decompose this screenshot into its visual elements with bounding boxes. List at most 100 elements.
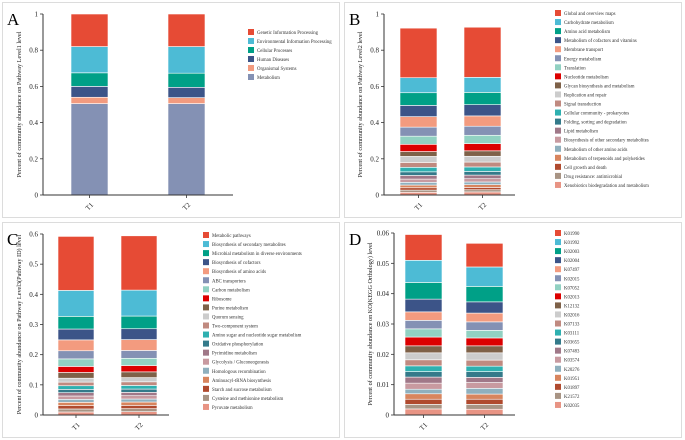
legend-label: Organismal Systems <box>257 67 297 72</box>
bar-segment-t1-0 <box>57 236 95 291</box>
legend-label: K07133 <box>564 323 580 328</box>
bar-segment-t2-0 <box>120 235 158 291</box>
y-tick-label: 0.6 <box>29 231 38 239</box>
legend-label: Starch and sucrose metabolism <box>212 388 272 393</box>
legend-swatch <box>203 232 209 238</box>
bar-segment-t2-2 <box>465 286 504 303</box>
bar-segment-t2-10 <box>463 161 502 168</box>
legend-swatch <box>555 320 561 327</box>
legend-label: Cysteine and methionine metabolism <box>212 397 284 402</box>
legend-label: Biosynthesis of amino acids <box>212 270 266 275</box>
legend-swatch <box>203 385 209 392</box>
legend-label: Metabolic pathways <box>212 234 251 239</box>
legend-swatch <box>555 163 561 170</box>
bar-segment-t2-12 <box>465 371 504 378</box>
legend-swatch <box>203 241 209 248</box>
legend-label: Carbon metabolism <box>212 288 250 293</box>
bar-segment-t2-1 <box>465 266 504 287</box>
panel-b-level2-chart: B T1 T2 0 0.2 0.4 0.6 0.8 1 Percent of community … <box>344 2 682 218</box>
y-tick-label: 0.4 <box>29 119 38 127</box>
bar-segment-t1-13 <box>57 392 95 397</box>
y-tick-label: 0 <box>386 412 390 420</box>
legend-swatch <box>203 322 209 329</box>
bar-segment-t1-13 <box>404 376 443 384</box>
bar-segment-t2-2 <box>463 92 502 105</box>
y-axis-label: Percent of community abundance on Pathwa… <box>16 31 23 177</box>
bar-segment-t2-14 <box>463 178 502 183</box>
legend-label: Metabolism of cofactors and vitamins <box>564 39 637 44</box>
bar-segment-t2-12 <box>120 388 158 393</box>
bar-segment-t1-12 <box>404 371 443 378</box>
legend-swatch <box>555 127 561 134</box>
legend-swatch <box>555 275 561 282</box>
legend-swatch <box>555 365 561 372</box>
bar-segment-t1-17 <box>57 405 95 410</box>
legend-label: Oxidative phosphorylation <box>212 343 264 348</box>
legend-swatch <box>555 181 561 188</box>
legend-swatch <box>203 295 209 302</box>
legend-label: Cell growth and death <box>564 166 607 171</box>
bar-segment-t2-16 <box>465 393 504 400</box>
legend-label: K02016 <box>564 313 580 318</box>
bar-segment-t1-4 <box>57 339 95 352</box>
legend-swatch <box>555 82 561 89</box>
legend-swatch <box>555 55 561 62</box>
bar-segment-t2-10 <box>465 359 504 367</box>
y-tick-label: 0.01 <box>377 381 390 389</box>
legend-label: K03655 <box>564 341 580 346</box>
bar-segment-t1-2 <box>57 316 95 330</box>
y-tick-label: 0.3 <box>29 321 38 329</box>
legend-swatch <box>203 268 209 275</box>
legend-label: ABC transporters <box>212 279 246 284</box>
y-tick-label: 0.8 <box>370 47 379 55</box>
y-tick-label: 0 <box>35 412 39 420</box>
legend-swatch <box>555 401 561 408</box>
legend-swatch <box>203 313 209 320</box>
y-tick-label: 0.6 <box>370 83 379 91</box>
bar-segment-t1-17 <box>399 187 438 191</box>
bar-segment-t1-9 <box>404 352 443 361</box>
legend-swatch <box>203 331 209 338</box>
x-tick-label: T2 <box>479 421 491 433</box>
bar-segment-t1-2 <box>404 282 443 300</box>
legend-swatch <box>203 358 209 365</box>
bar-segment-t2-11 <box>465 365 504 372</box>
bar-segment-t1-12 <box>57 389 95 393</box>
legend-label: K03574 <box>564 359 580 364</box>
legend-swatch <box>555 293 561 300</box>
legend-swatch <box>555 46 561 53</box>
bar-segment-t2-3 <box>463 104 502 117</box>
bar-segment-t1-8 <box>57 372 95 379</box>
legend-label: Amino sugar and nucleotide sugar metabol… <box>212 334 302 339</box>
bar-segment-t2-19 <box>465 408 504 416</box>
panel-d-ko-chart: D T1 T2 0 0.01 0.02 0.03 0.04 0.05 0.06 Percent of… <box>344 222 682 438</box>
bar-segment-t1-5 <box>404 320 443 330</box>
bar-segment-t1-16 <box>404 393 443 400</box>
legend-swatch <box>555 73 561 80</box>
legend-swatch <box>555 118 561 125</box>
panel-label: D <box>349 230 361 249</box>
bar-segment-t2-6 <box>463 134 502 144</box>
bar-segment-t1-19 <box>404 408 443 416</box>
y-tick-label: 0.6 <box>29 83 38 91</box>
legend-label: Environmental Information Processing <box>257 40 332 45</box>
bar-segment-t2-6 <box>465 330 504 339</box>
bar-segment-t1-5 <box>57 350 95 360</box>
legend-swatch <box>555 257 561 264</box>
y-axis-label: Percent of community abundance on KO(KEG… <box>367 242 374 405</box>
legend-swatch <box>555 37 561 44</box>
bar-segment-t2-5 <box>167 103 206 196</box>
bar-segment-t2-1 <box>167 46 206 74</box>
bar-segment-t1-11 <box>399 167 438 173</box>
bar-segment-t2-0 <box>463 26 502 78</box>
legend-swatch <box>555 136 561 143</box>
panel-c-level3-chart: C T1 T2 0 0.1 0.2 0.3 0.4 0.5 0.6 Percent of commu… <box>2 222 340 438</box>
bar-segment-t2-1 <box>120 289 158 317</box>
legend-swatch <box>555 302 561 309</box>
legend-swatch <box>555 19 561 26</box>
legend-swatch <box>555 356 561 363</box>
legend-swatch <box>555 338 561 345</box>
legend-label: K02015 <box>564 277 580 282</box>
legend-label: K03111 <box>564 332 580 337</box>
